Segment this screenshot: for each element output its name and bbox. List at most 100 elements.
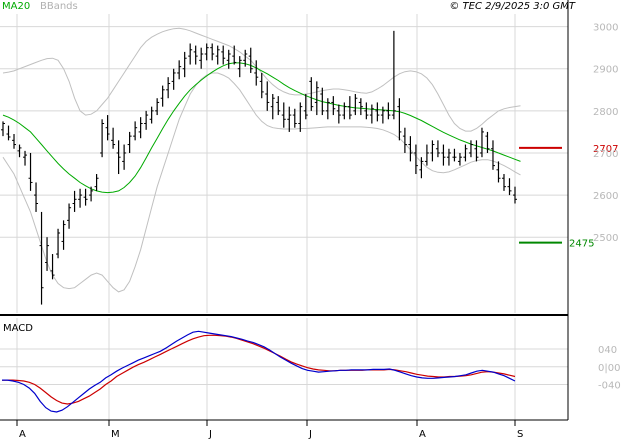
legend-ma20: MA20 (2, 1, 30, 12)
ohlc-bar-20 (111, 127, 116, 149)
price-tick-2: 2700 (593, 149, 618, 160)
ma20-line (2, 62, 521, 194)
ohlc-bar-85 (468, 140, 473, 158)
reference-label-0: 2707 (593, 144, 618, 155)
reference-label-1: 2475 (569, 239, 594, 250)
ohlc-bar-39 (215, 45, 220, 65)
ohlc-bar-43 (237, 56, 242, 78)
ohlc-bar-0 (1, 121, 5, 137)
ohlc-bar-69 (380, 106, 385, 124)
ohlc-bar-63 (347, 96, 352, 120)
ohlc-bar-62 (342, 102, 347, 120)
ohlc-bar-64 (353, 94, 358, 116)
ohlc-bar-19 (105, 115, 110, 141)
ohlc-bar-13 (72, 190, 77, 212)
ohlc-bar-33 (182, 51, 187, 78)
ohlc-bar-90 (496, 161, 501, 183)
price-tick-1: 2600 (593, 191, 618, 202)
ohlc-bar-72 (397, 98, 402, 141)
price-tick-labels: 2500 2600 2700 2800 2900 3000 (593, 23, 618, 245)
ohlc-bar-50 (276, 96, 281, 116)
price-tick-3: 2800 (593, 107, 618, 118)
ohlc-bar-49 (270, 94, 275, 120)
ohlc-bar-34 (188, 43, 193, 65)
ohlc-bar-10 (56, 228, 61, 259)
ohlc-bar-79 (435, 140, 440, 158)
ohlc-bar-44 (243, 49, 248, 67)
ohlc-bar-77 (424, 144, 429, 166)
ohlc-bar-32 (177, 60, 182, 80)
ohlc-bar-27 (149, 106, 154, 124)
ohlc-bar-88 (485, 131, 490, 153)
ohlc-bar-92 (507, 178, 512, 196)
ohlc-bar-4 (23, 150, 28, 166)
ohlc-bar-24 (133, 121, 138, 141)
ohlc-bar-15 (83, 188, 88, 206)
x-tick-label-2: J (208, 429, 212, 440)
ohlc-bar-81 (446, 148, 451, 166)
ohlc-bar-52 (287, 106, 292, 132)
ohlc-bar-21 (116, 140, 121, 175)
grid-lines (0, 14, 568, 420)
ohlc-bar-67 (369, 104, 374, 124)
ohlc-bar-91 (501, 174, 506, 191)
ohlc-bar-1 (6, 125, 11, 141)
price-tick-0: 2500 (593, 233, 618, 244)
ohlc-bar-73 (402, 127, 407, 153)
bband-lower-line (2, 72, 521, 293)
legend-bbands: BBands (40, 1, 78, 12)
macd-main-line (2, 330, 516, 413)
ohlc-bar-36 (199, 47, 204, 69)
x-tick-label-5: S (517, 429, 523, 440)
axes (0, 0, 569, 421)
ohlc-bar-56 (309, 77, 314, 111)
ohlc-bar-55 (303, 94, 308, 120)
ohlc-bar-25 (138, 117, 143, 139)
macd-lines (2, 330, 516, 413)
ma20-path (2, 62, 521, 194)
macd-tick-2: -040 (598, 381, 621, 392)
ohlc-bar-65 (358, 98, 363, 116)
ohlc-bar-3 (17, 144, 22, 158)
ohlc-bar-16 (89, 186, 94, 202)
ohlc-bar-17 (94, 174, 99, 191)
price-tick-4: 2900 (593, 65, 618, 76)
ohlc-bar-89 (490, 140, 495, 170)
ohlc-bar-57 (314, 81, 319, 116)
ohlc-bar-66 (364, 102, 369, 120)
ohlc-bar-68 (375, 102, 380, 122)
reference-lines: 2707 2475 (519, 144, 618, 250)
ohlc-bar-53 (292, 108, 297, 128)
ohlc-bar-7 (39, 211, 44, 305)
ohlc-bar-18 (100, 119, 105, 158)
ohlc-bar-31 (171, 68, 176, 90)
ohlc-bar-2 (12, 134, 17, 149)
ohlc-bar-58 (320, 87, 325, 116)
ohlc-bar-59 (325, 98, 330, 120)
ohlc-bar-5 (28, 152, 33, 191)
ohlc-bar-87 (479, 127, 484, 158)
ohlc-bar-14 (78, 188, 83, 208)
ohlc-bar-35 (193, 45, 198, 65)
macd-tick-0: 040 (598, 345, 617, 356)
ohlc-bar-9 (50, 254, 55, 280)
ohlc-bar-54 (298, 102, 303, 132)
ohlc-bar-93 (513, 186, 517, 204)
ohlc-bar-29 (160, 85, 165, 107)
ohlc-bar-75 (413, 144, 418, 175)
ohlc-bar-48 (265, 81, 270, 111)
macd-signal-line (2, 334, 516, 405)
macd-title: MACD (3, 323, 33, 334)
ohlc-bar-45 (248, 47, 253, 73)
x-tick-label-1: M (111, 429, 120, 440)
ohlc-bar-22 (122, 144, 127, 170)
x-tick-label-3: J (308, 429, 312, 440)
ohlc-bar-47 (259, 72, 264, 99)
ohlc-bar-12 (67, 203, 72, 229)
ohlc-bar-6 (34, 182, 39, 212)
ohlc-bar-61 (336, 104, 341, 124)
ohlc-bar-51 (281, 102, 286, 128)
